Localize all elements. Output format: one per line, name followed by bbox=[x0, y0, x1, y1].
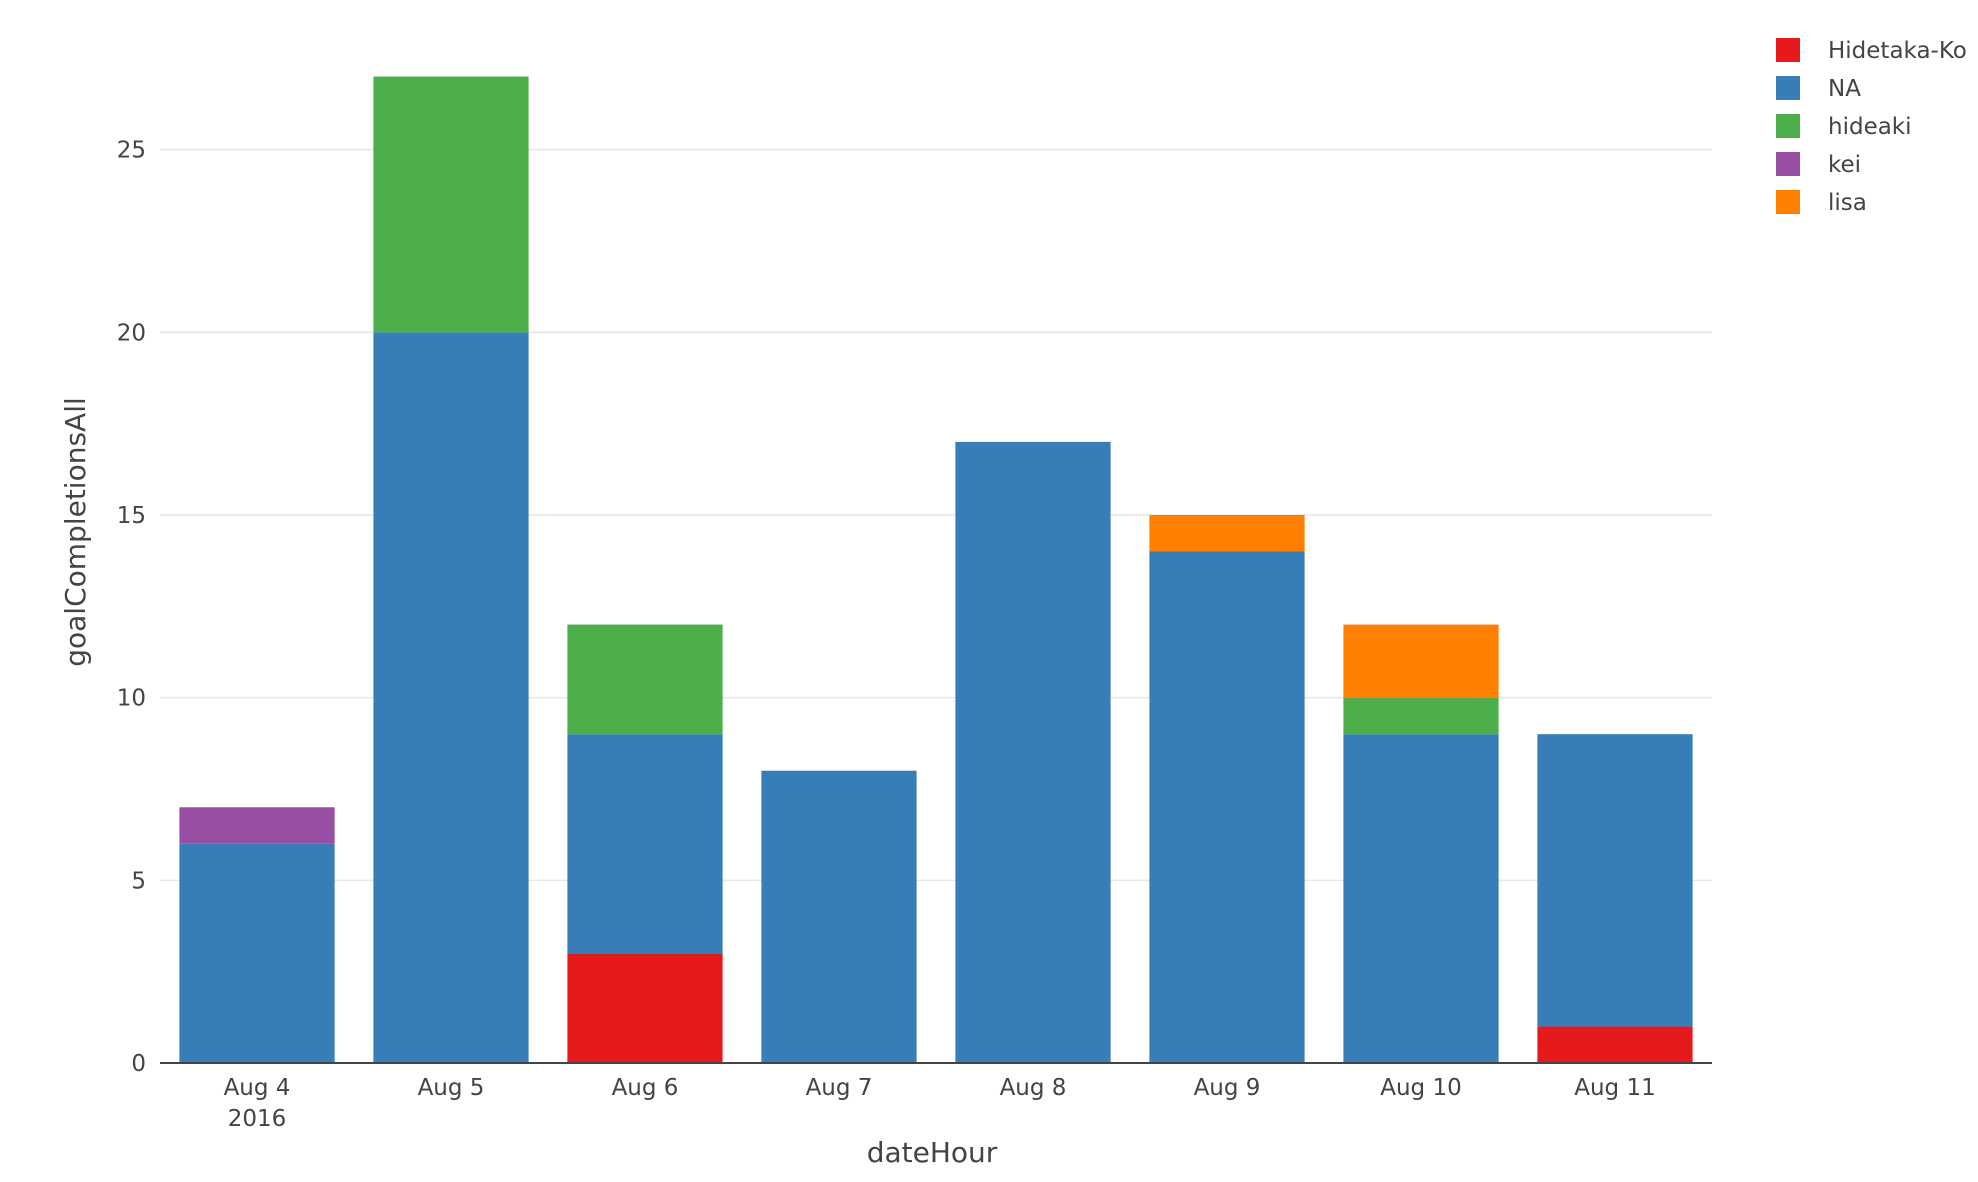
bar-segment bbox=[373, 76, 529, 333]
bar-segment bbox=[1537, 734, 1693, 1027]
axes: 0 5 10 15 20 25 Aug 4 2016 Aug 5 Aug 6 Aug 7 Aug 8 A… bbox=[117, 138, 1712, 1132]
bar-segment bbox=[1343, 624, 1499, 698]
x-tick-label: Aug 8 bbox=[1000, 1075, 1067, 1101]
legend-item: NA bbox=[1776, 76, 1861, 102]
bar-segment bbox=[1343, 734, 1499, 1063]
legend-item: hideaki bbox=[1776, 114, 1912, 140]
legend-label: lisa bbox=[1828, 190, 1867, 216]
x-tick-label: Aug 6 bbox=[612, 1075, 679, 1101]
bar-segment bbox=[1343, 697, 1499, 735]
y-tick-label: 0 bbox=[131, 1051, 146, 1077]
bar-segment bbox=[373, 332, 529, 1063]
legend-swatch bbox=[1776, 38, 1800, 62]
bar-segment bbox=[179, 807, 335, 844]
bar-segment bbox=[1149, 551, 1305, 1063]
legend-label: Hidetaka-Ko bbox=[1828, 38, 1967, 64]
legend-swatch bbox=[1776, 190, 1800, 214]
y-tick-label: 15 bbox=[117, 503, 146, 529]
x-tick-label: Aug 10 bbox=[1380, 1075, 1462, 1101]
x-tick-label: Aug 9 bbox=[1194, 1075, 1261, 1101]
legend-item: kei bbox=[1776, 152, 1861, 178]
y-axis-title: goalCompletionsAll bbox=[59, 397, 92, 667]
legend-item: Hidetaka-Ko bbox=[1776, 38, 1967, 64]
y-tick-label: 25 bbox=[117, 138, 146, 164]
bar-segment bbox=[1149, 514, 1305, 552]
legend-item: lisa bbox=[1776, 190, 1867, 216]
y-tick-label: 10 bbox=[117, 686, 146, 712]
legend-label: kei bbox=[1828, 152, 1861, 178]
bar-segment bbox=[567, 953, 723, 1063]
x-tick-label: Aug 11 bbox=[1574, 1075, 1656, 1101]
bars bbox=[179, 76, 1693, 1064]
x-axis-title: dateHour bbox=[867, 1136, 998, 1169]
bar-segment bbox=[179, 843, 335, 1063]
legend-swatch bbox=[1776, 152, 1800, 176]
x-tick-label: Aug 4 2016 bbox=[224, 1075, 291, 1132]
bar-segment bbox=[1537, 1026, 1693, 1063]
x-tick-label: Aug 7 bbox=[806, 1075, 873, 1101]
bar-segment bbox=[761, 770, 917, 1063]
bar-segment bbox=[955, 441, 1111, 1064]
legend-swatch bbox=[1776, 76, 1800, 100]
legend: Hidetaka-Ko NA hideaki kei lisa bbox=[1776, 38, 1967, 216]
y-tick-label: 20 bbox=[117, 320, 146, 346]
y-tick-label: 5 bbox=[131, 868, 146, 894]
legend-label: hideaki bbox=[1828, 114, 1912, 140]
legend-label: NA bbox=[1828, 76, 1861, 102]
legend-swatch bbox=[1776, 114, 1800, 138]
bar-segment bbox=[567, 624, 723, 735]
x-tick-label: Aug 5 bbox=[418, 1075, 485, 1101]
bar-segment bbox=[567, 734, 723, 954]
